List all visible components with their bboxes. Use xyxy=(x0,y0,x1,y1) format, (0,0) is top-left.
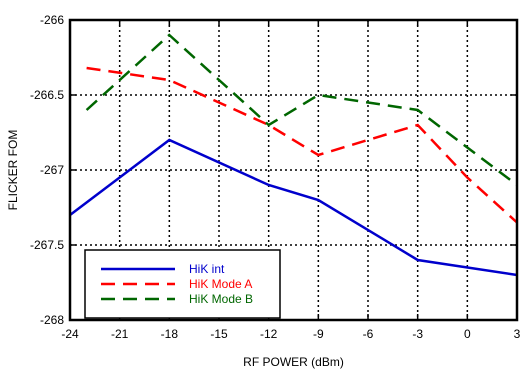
y-tick-label: -266.5 xyxy=(30,88,64,102)
x-tick-label: -12 xyxy=(260,327,278,341)
legend-label-3: HiK Mode B xyxy=(189,292,253,306)
x-tick-label: -9 xyxy=(313,327,324,341)
x-axis-label: RF POWER (dBm) xyxy=(243,355,344,369)
y-axis-label: FLICKER FOM xyxy=(6,130,20,211)
x-tick-label: 3 xyxy=(514,327,521,341)
y-tick-label: -267.5 xyxy=(30,238,64,252)
legend-label-2: HiK Mode A xyxy=(189,277,252,291)
x-tick-label: -21 xyxy=(111,327,129,341)
legend-label-1: HiK int xyxy=(189,262,225,276)
x-tick-label: -6 xyxy=(363,327,374,341)
x-tick-label: -24 xyxy=(61,327,79,341)
series-lines xyxy=(70,35,517,275)
x-tick-label: -18 xyxy=(161,327,179,341)
x-tick-label: 0 xyxy=(464,327,471,341)
y-tick-label: -268 xyxy=(40,313,64,327)
y-tick-label: -267 xyxy=(40,163,64,177)
series-line-2 xyxy=(87,68,517,223)
x-tick-label: -3 xyxy=(412,327,423,341)
x-tick-label: -15 xyxy=(210,327,228,341)
y-tick-label: -266 xyxy=(40,13,64,27)
